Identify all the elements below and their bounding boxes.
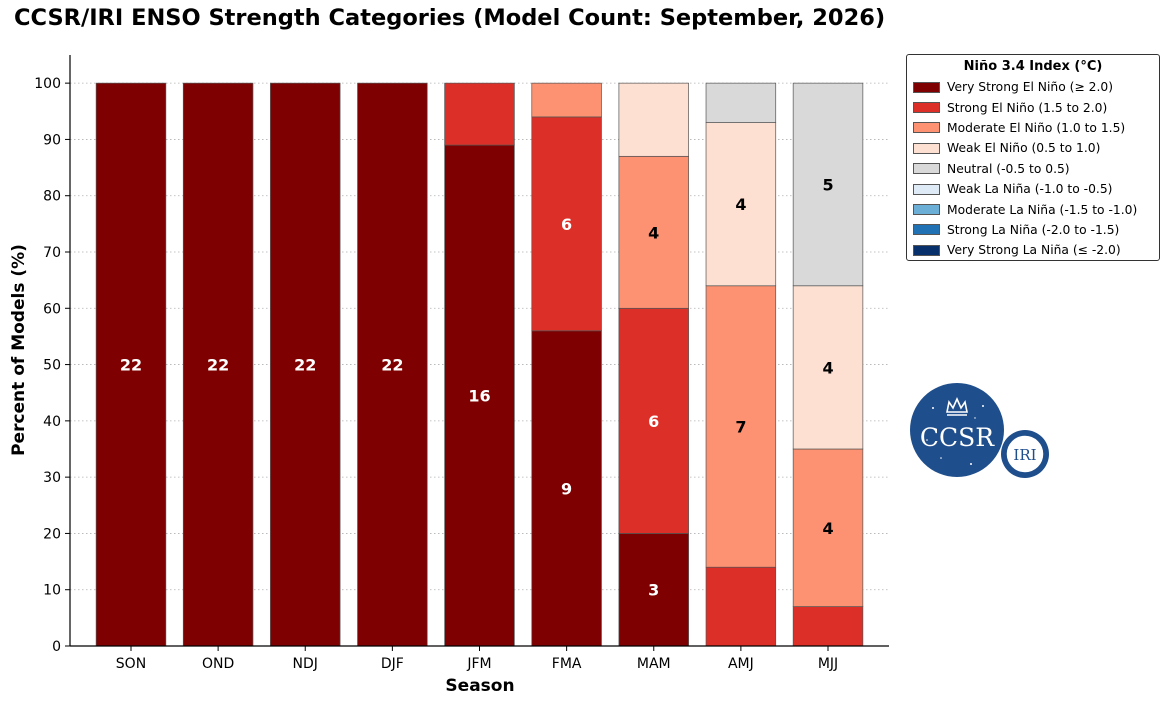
segment-count-label: 22 [120, 356, 142, 375]
legend: Niño 3.4 Index (°C) Very Strong El Niño … [906, 54, 1160, 261]
legend-swatch [913, 204, 940, 216]
bar-segment [792, 606, 864, 647]
segment-count-label: 7 [735, 417, 746, 436]
legend-item: Weak El Niño (0.5 to 1.0) [913, 138, 1159, 158]
bar-segments [95, 82, 864, 647]
segment-labels: 22 22 22 22 16 9 6 3 6 4 7 4 4 4 5 [120, 175, 834, 599]
y-tick-label: 30 [43, 470, 61, 486]
x-tick-label: JFM [466, 656, 491, 672]
bar-segment [618, 155, 689, 309]
legend-item: Strong El Niño (1.5 to 2.0) [913, 97, 1159, 117]
x-axis-title: Season [445, 676, 514, 696]
segment-count-label: 5 [822, 175, 833, 194]
segment-count-label: 22 [294, 356, 316, 375]
y-tick-label: 10 [43, 583, 61, 599]
bar-segment [792, 285, 864, 450]
legend-swatch [913, 102, 940, 114]
legend-label: Very Strong El Niño (≥ 2.0) [947, 80, 1114, 95]
y-tick-label: 20 [43, 526, 61, 542]
bar-segment [618, 82, 689, 157]
y-axis-title: Percent of Models (%) [9, 244, 29, 456]
y-tick-label: 90 [43, 132, 61, 148]
x-tick-label: DJF [381, 656, 404, 672]
y-tick-label: 80 [43, 189, 61, 205]
legend-swatch [913, 142, 940, 154]
y-tick-label: 0 [52, 639, 61, 655]
legend-swatch [913, 183, 940, 195]
x-tick-label: FMA [552, 656, 582, 672]
stars-decoration [926, 405, 990, 465]
legend-label: Moderate El Niño (1.0 to 1.5) [947, 120, 1126, 135]
legend-item: Moderate La Niña (-1.5 to -1.0) [913, 199, 1159, 219]
legend-item: Strong La Niña (-2.0 to -1.5) [913, 220, 1159, 240]
segment-count-label: 3 [648, 581, 659, 600]
segment-count-label: 22 [207, 356, 229, 375]
legend-item: Very Strong La Niña (≤ -2.0) [913, 240, 1159, 260]
crown-icon [946, 397, 968, 416]
bar-segment [531, 82, 602, 118]
legend-item: Moderate El Niño (1.0 to 1.5) [913, 118, 1159, 138]
y-tick-label: 60 [43, 301, 61, 317]
bar-segment [792, 82, 864, 287]
legend-swatch [913, 81, 940, 93]
iri-seal-inner [1005, 434, 1045, 474]
legend-swatch [913, 122, 940, 134]
legend-title: Niño 3.4 Index (°C) [963, 59, 1103, 74]
bar-segment [618, 307, 689, 534]
y-tick-label: 40 [43, 414, 61, 430]
segment-count-label: 16 [468, 387, 490, 406]
ccsr-seal-circle [910, 383, 1004, 477]
x-tick-label: MJJ [818, 656, 838, 672]
x-tick-label: OND [202, 656, 234, 672]
segment-count-label: 22 [381, 356, 403, 375]
legend-label: Weak El Niño (0.5 to 1.0) [947, 141, 1101, 156]
legend-items: Very Strong El Niño (≥ 2.0) Strong El Niñ… [913, 77, 1159, 261]
legend-label: Neutral (-0.5 to 0.5) [947, 161, 1070, 176]
legend-label: Moderate La Niña (-1.5 to -1.0) [947, 202, 1138, 217]
segment-count-label: 4 [735, 195, 746, 214]
bar-segment [531, 330, 602, 647]
ccsr-logo-text: CCSR [920, 423, 995, 452]
x-tick-label: SON [116, 656, 146, 672]
legend-item: Very Strong El Niño (≥ 2.0) [913, 77, 1159, 97]
legend-label: Weak La Niña (-1.0 to -0.5) [947, 182, 1113, 197]
legend-label: Strong El Niño (1.5 to 2.0) [947, 100, 1108, 115]
segment-count-label: 4 [822, 519, 833, 538]
x-tick-label: AMJ [728, 656, 754, 672]
legend-item: Neutral (-0.5 to 0.5) [913, 159, 1159, 179]
y-tick-label: 50 [43, 358, 61, 374]
legend-item: Weak La Niña (-1.0 to -0.5) [913, 179, 1159, 199]
bar-segment [705, 82, 777, 123]
y-tick-label: 70 [43, 245, 61, 261]
legend-swatch [913, 244, 940, 256]
segment-count-label: 4 [648, 223, 659, 242]
legend-label: Very Strong La Niña (≤ -2.0) [947, 243, 1121, 258]
bar-segment [705, 122, 777, 287]
bar-segment [357, 82, 428, 647]
y-tick-label: 100 [34, 76, 61, 92]
segment-count-label: 6 [561, 215, 572, 234]
segment-count-label: 9 [561, 479, 572, 498]
bar-segment [444, 144, 515, 647]
legend-swatch [913, 224, 940, 236]
stacked-bar-chart: 22 22 22 22 16 9 6 3 6 4 7 4 4 4 5 0 10 20 30 40 50 60 70 80 90… [9, 55, 889, 696]
bar-segment [182, 82, 254, 647]
bar-segment [531, 116, 602, 332]
bar-segment [444, 82, 515, 146]
segment-count-label: 4 [822, 358, 833, 377]
bar-segment [705, 566, 777, 647]
bar-segment [705, 285, 777, 568]
bar-segment [270, 82, 341, 647]
bar-segment [792, 448, 864, 607]
bar-segment [618, 533, 689, 647]
legend-swatch [913, 163, 940, 175]
legend-label: Strong La Niña (-2.0 to -1.5) [947, 222, 1120, 237]
segment-count-label: 6 [648, 412, 659, 431]
chart-title: CCSR/IRI ENSO Strength Categories (Model… [14, 5, 886, 31]
x-tick-label: NDJ [293, 656, 318, 672]
axes: 0 10 20 30 40 50 60 70 80 90 100 SON OND NDJ DJF JFM FMA… [34, 55, 889, 672]
ccsr-iri-logo: CCSR IRI [910, 383, 1049, 478]
x-tick-label: MAM [637, 656, 671, 672]
iri-logo-text: IRI [1013, 446, 1036, 464]
